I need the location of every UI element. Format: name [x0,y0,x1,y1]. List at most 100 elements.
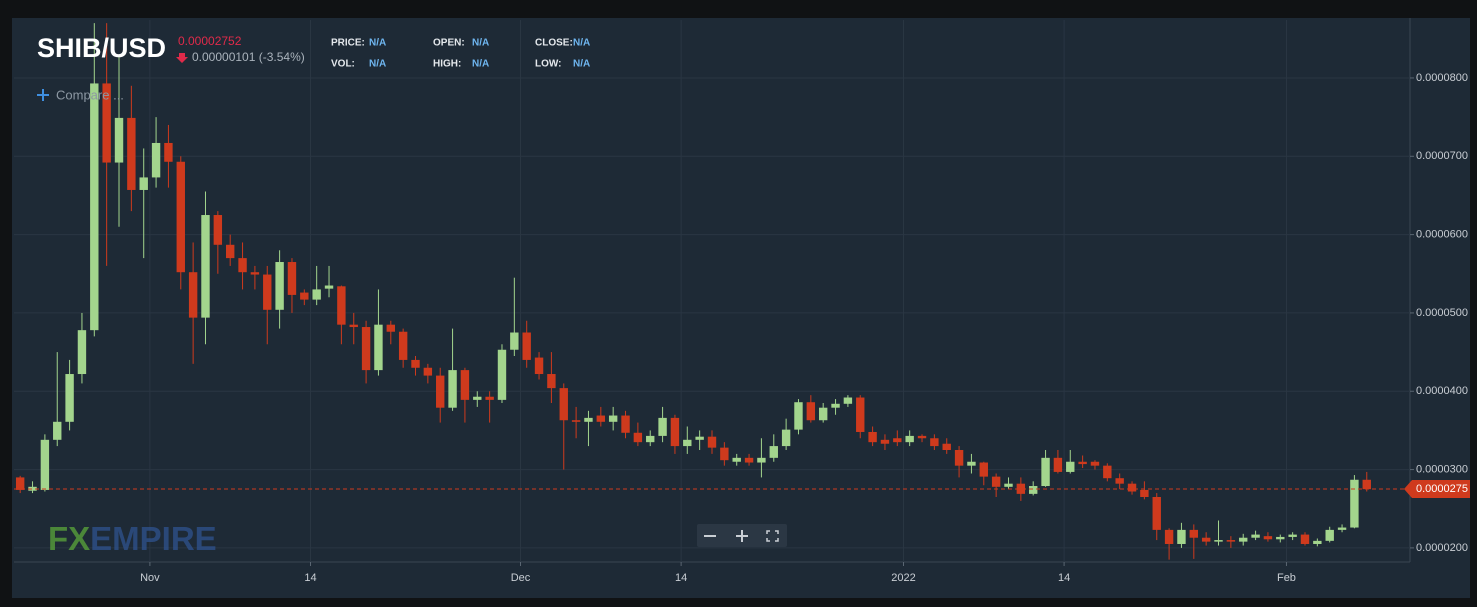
x-tick-label: 14 [675,572,687,584]
logo-empire: EMPIRE [90,520,217,557]
candle-body [460,370,470,400]
x-tick-label: Dec [511,572,531,584]
candle-body [436,375,445,408]
candle-body [633,432,643,443]
candle-body [831,403,840,408]
y-tick-label: 0.0000400 [1416,385,1468,397]
candle-body [732,457,741,462]
candle-body [1164,529,1174,544]
candle-body [880,439,890,444]
candle-body [510,332,519,350]
candle-body [1041,457,1050,487]
candle-body [695,436,704,440]
candle-body [608,415,618,422]
candle-body [1053,457,1063,472]
candle-body [1066,461,1075,472]
candle-body [868,431,877,443]
candle-body [967,461,976,466]
candle-body [979,462,988,477]
candle-body [757,457,766,463]
candle-body [312,289,321,300]
candle-body [1239,537,1248,542]
candle-body [15,477,25,490]
candle-body [584,417,593,422]
candle-body [324,285,334,289]
candle-body [485,396,494,400]
candle-body [423,367,433,376]
candle-body [547,374,556,389]
candle-body [65,374,74,422]
candle-body [1263,536,1273,540]
candle-body [1337,527,1347,530]
candle-body [1103,465,1112,479]
candle-body [448,370,457,408]
stat-label: CLOSE: [535,38,573,49]
candle-body [1078,461,1087,465]
candle-body [1362,479,1371,490]
candle-body [1177,529,1186,544]
candle-body [1288,534,1297,537]
logo-fx: FX [48,520,90,557]
stat-value: N/A [472,59,489,70]
candle-body [28,486,37,491]
x-tick-label: 14 [304,572,316,584]
candle-body [1090,461,1100,466]
candle-body [201,215,210,318]
candle-body [1214,540,1223,542]
candle-body [571,420,581,422]
x-tick-label: 2022 [891,572,915,584]
candle-body [1115,478,1124,484]
candle-body [53,421,62,440]
stat-label: LOW: [535,59,561,70]
candle-body [621,415,630,433]
candle-body [917,435,927,439]
candle-body [670,417,680,447]
price: 0.00002752 [178,34,242,48]
candle-body [238,258,247,273]
stat-value: N/A [472,38,489,49]
candle-body [1152,496,1161,530]
candle-body [139,177,148,190]
candle-body [127,117,136,190]
candle-body [188,272,198,318]
stat-value: N/A [369,59,386,70]
candle-body [337,286,346,325]
candle-body [1350,479,1359,528]
candle-body [1127,483,1137,492]
candle-body [386,324,395,332]
candle-body [102,83,111,163]
candle-body [658,417,667,436]
candle-body [1226,540,1236,542]
panel [12,18,1470,598]
compare-button[interactable]: Compare ... [37,87,124,102]
candle-body [843,397,853,404]
candle-body [1276,536,1285,540]
compare-label[interactable]: Compare ... [56,87,124,102]
x-tick-label: Feb [1277,572,1296,584]
candle-body [1140,489,1149,497]
logo: FXEMPIRE [48,520,217,557]
stat-label: OPEN: [433,38,465,49]
stat-value: N/A [369,38,386,49]
candle-body [596,415,606,422]
candle-body [164,142,173,162]
zoom-in[interactable] [736,530,748,542]
candle-body [213,215,223,245]
candle-body [905,435,914,443]
candle-body [114,117,124,163]
candle-body [1029,486,1038,494]
candle-body [1016,483,1026,494]
candle-body [40,439,50,490]
fullscreen[interactable] [766,530,779,542]
symbol: SHIB/USD [37,33,166,63]
y-tick-label: 0.0000800 [1416,72,1468,84]
stat-value: N/A [573,38,590,49]
y-tick-label: 0.0000600 [1416,229,1468,241]
candle-body [818,407,828,421]
candle-body [893,438,902,443]
candle-body [720,447,729,461]
candle-body [497,349,507,400]
candle-body [77,330,87,375]
candle-body [646,435,655,443]
